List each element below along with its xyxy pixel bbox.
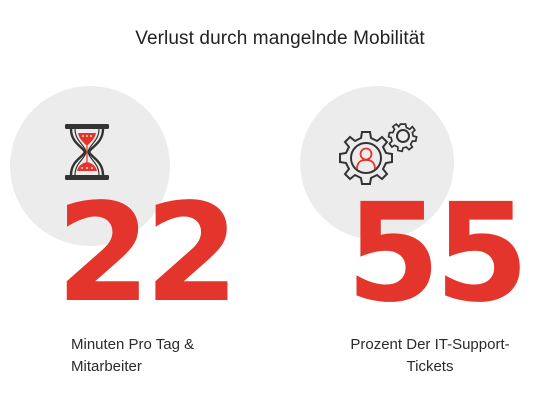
stat-caption-minutes: Minuten Pro Tag & Mitarbeiter: [71, 334, 271, 378]
stat-caption-percent: Prozent Der IT-Support- Tickets: [330, 334, 530, 378]
page-title: Verlust durch mangelnde Mobilität: [135, 28, 425, 49]
stat-circle-background: [300, 86, 454, 240]
hourglass-icon: [61, 121, 113, 183]
caption-line: Prozent Der IT-Support-: [350, 336, 510, 353]
gears-user-icon: [333, 118, 423, 188]
caption-line: Mitarbeiter: [71, 358, 142, 375]
stat-value-minutes: 22: [56, 175, 239, 333]
caption-line: Minuten Pro Tag &: [71, 336, 195, 353]
stat-value-percent: 55: [346, 175, 529, 333]
caption-line: Tickets: [406, 358, 454, 375]
